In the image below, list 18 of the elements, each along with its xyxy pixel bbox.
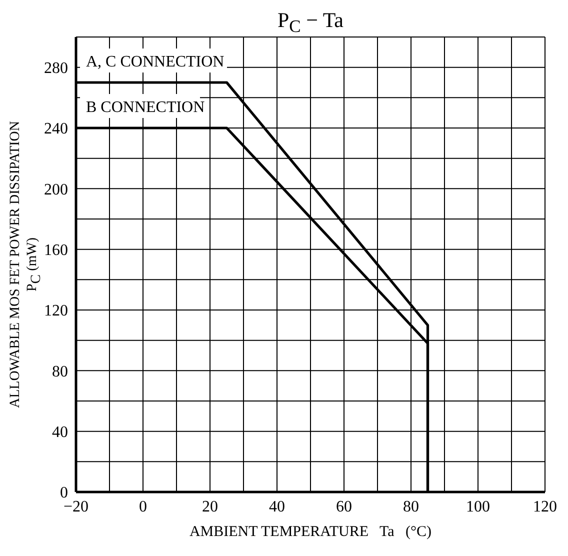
chart-title: P$_{C}$ − Ta — [276, 8, 345, 38]
y-tick-label: 120 — [44, 302, 68, 320]
series-label: A, C CONNECTION — [86, 54, 225, 70]
y-tick-label: 240 — [44, 120, 68, 138]
y-tick-label: 160 — [44, 242, 68, 260]
y-tick-label: 280 — [44, 60, 68, 78]
y-tick-label: 200 — [44, 181, 68, 198]
y-tick-label: 40 — [52, 424, 68, 442]
x-tick-label: 120 — [533, 498, 557, 516]
x-tick-label: 60 — [336, 498, 352, 516]
series-label: B CONNECTION — [86, 99, 206, 116]
y-tick-label: 80 — [52, 363, 68, 380]
x-tick-label: 40 — [269, 498, 285, 516]
x-tick-label: 0 — [139, 498, 147, 516]
x-axis-title: AMBIENT TEMPERATURE Ta (°C) — [189, 524, 432, 540]
x-tick-label: 100 — [466, 498, 490, 516]
x-tick-label: 20 — [202, 498, 218, 516]
x-tick-label: 80 — [403, 498, 419, 516]
